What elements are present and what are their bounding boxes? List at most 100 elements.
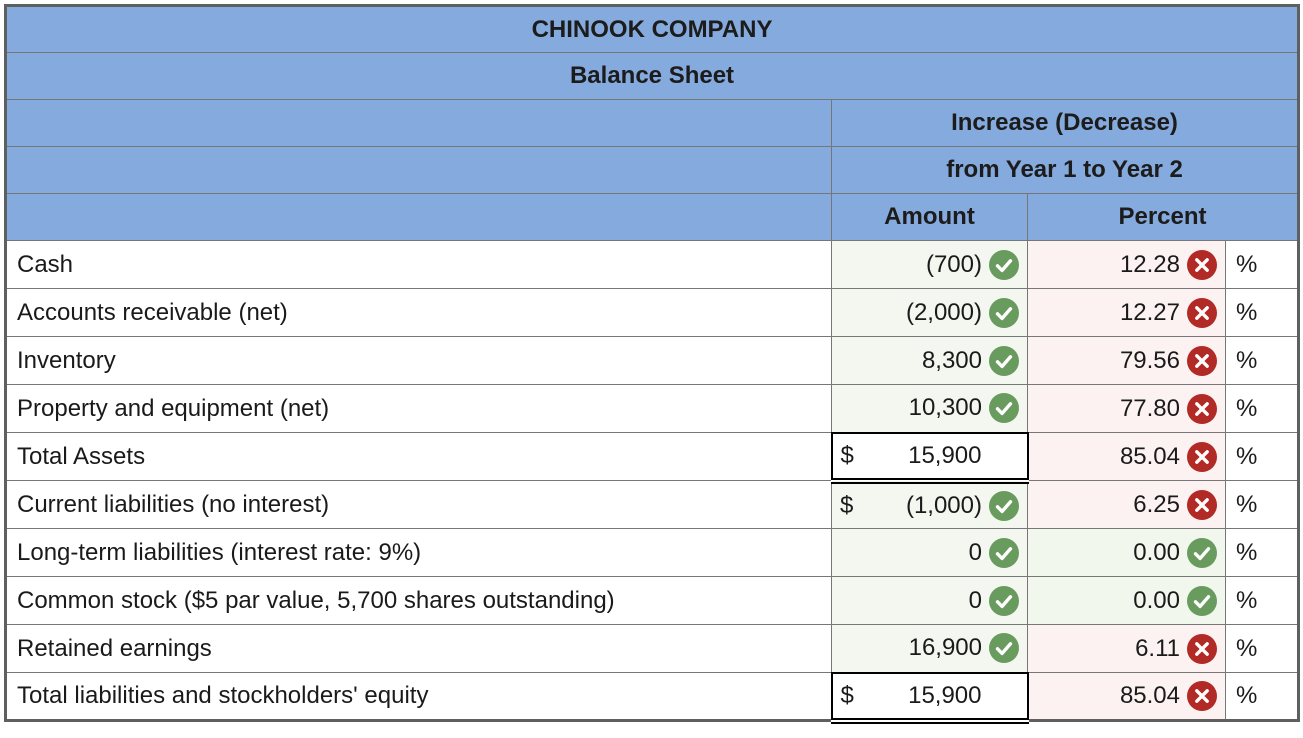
amount-value: 0 <box>968 586 982 614</box>
statement-title: Balance Sheet <box>4 52 1300 100</box>
percent-status-slot <box>1187 345 1217 376</box>
amount-cell[interactable]: 0 <box>831 576 1028 625</box>
x-icon <box>1187 681 1217 711</box>
percent-sign: % <box>1224 624 1300 673</box>
amount-value: 10,300 <box>908 394 982 422</box>
percent-value: 0.00 <box>1133 586 1180 614</box>
table-row: Total Assets $ 15,900 85.04 % <box>5 431 1300 484</box>
company-name: CHINOOK COMPANY <box>4 5 1300 53</box>
group-title: Increase (Decrease) <box>830 99 1300 147</box>
blank-header-cell <box>5 99 832 147</box>
amount-status-slot <box>989 633 1019 664</box>
statement-row: Balance Sheet <box>4 52 1300 100</box>
amount-cell[interactable]: (700) <box>831 240 1028 289</box>
x-icon <box>1187 249 1217 280</box>
percent-sign: % <box>1224 384 1300 433</box>
blank-header-cell <box>5 146 832 194</box>
amount-status-slot <box>989 249 1019 280</box>
check-icon <box>1187 585 1217 616</box>
row-label: Current liabilities (no interest) <box>5 480 832 529</box>
table-row: Current liabilities (no interest) $ (1,0… <box>5 480 1300 529</box>
x-icon <box>1187 489 1217 520</box>
percent-sign: % <box>1224 672 1300 721</box>
percent-cell[interactable]: 79.56 <box>1027 336 1226 385</box>
row-label: Accounts receivable (net) <box>5 288 832 337</box>
table-row: Accounts receivable (net) (2,000) 12.27 … <box>5 288 1300 337</box>
group-title-row: Increase (Decrease) <box>5 99 1300 147</box>
check-icon <box>989 249 1019 280</box>
percent-sign: % <box>1224 288 1300 337</box>
percent-sign: % <box>1224 240 1300 289</box>
percent-status-slot <box>1187 681 1217 711</box>
row-label: Common stock ($5 par value, 5,700 shares… <box>5 576 832 625</box>
x-icon <box>1187 633 1217 664</box>
row-label: Retained earnings <box>5 624 832 673</box>
check-icon <box>1187 537 1217 568</box>
check-icon <box>989 490 1019 521</box>
company-row: CHINOOK COMPANY <box>4 5 1300 53</box>
amount-column-header: Amount <box>831 193 1028 241</box>
percent-cell[interactable]: 77.80 <box>1027 384 1226 433</box>
amount-status-slot <box>989 441 1019 471</box>
percent-cell[interactable]: 6.25 <box>1027 480 1226 529</box>
amount-cell[interactable]: $ (1,000) <box>831 480 1028 529</box>
currency-symbol: $ <box>840 681 854 709</box>
percent-status-slot <box>1187 297 1217 328</box>
currency-symbol: $ <box>840 441 854 469</box>
table-row: Inventory 8,300 79.56 % <box>5 336 1300 385</box>
row-label: Total liabilities and stockholders' equi… <box>5 672 832 721</box>
percent-status-slot <box>1187 585 1217 616</box>
percent-status-slot <box>1187 441 1217 472</box>
percent-value: 79.56 <box>1119 346 1180 374</box>
percent-status-slot <box>1187 393 1217 424</box>
percent-sign: % <box>1224 528 1300 577</box>
percent-cell[interactable]: 12.27 <box>1027 288 1226 337</box>
percent-sign: % <box>1224 336 1300 385</box>
percent-cell[interactable]: 0.00 <box>1027 576 1226 625</box>
x-icon <box>1187 297 1217 328</box>
percent-sign: % <box>1224 432 1300 481</box>
percent-status-slot <box>1187 489 1217 520</box>
amount-value: 15,900 <box>908 441 982 469</box>
percent-status-slot <box>1187 537 1217 568</box>
percent-value: 6.11 <box>1135 634 1180 662</box>
percent-cell[interactable]: 85.04 <box>1027 432 1226 481</box>
amount-cell[interactable]: (2,000) <box>831 288 1028 337</box>
percent-sign: % <box>1224 480 1300 529</box>
amount-value: (1,000) <box>905 491 982 519</box>
amount-value: (2,000) <box>905 298 982 326</box>
percent-cell[interactable]: 6.11 <box>1027 624 1226 673</box>
x-icon <box>1187 345 1217 376</box>
check-icon <box>989 345 1019 376</box>
balance-sheet-table: CHINOOK COMPANY Balance Sheet Increase (… <box>4 4 1301 724</box>
amount-cell[interactable]: $ 15,900 <box>830 671 1029 724</box>
amount-cell[interactable]: 10,300 <box>831 384 1028 433</box>
percent-value: 85.04 <box>1119 442 1180 470</box>
amount-cell[interactable]: 0 <box>831 528 1028 577</box>
column-headers-row: Amount Percent <box>5 193 1300 241</box>
percent-cell[interactable]: 85.04 <box>1027 672 1226 721</box>
amount-value: 0 <box>968 538 982 566</box>
amount-value: (700) <box>925 250 982 278</box>
row-label: Inventory <box>5 336 832 385</box>
table-row: Common stock ($5 par value, 5,700 shares… <box>5 576 1300 625</box>
percent-cell[interactable]: 0.00 <box>1027 528 1226 577</box>
percent-cell[interactable]: 12.28 <box>1027 240 1226 289</box>
amount-status-slot <box>989 490 1019 521</box>
table-row: Long-term liabilities (interest rate: 9%… <box>5 528 1300 577</box>
x-icon <box>1187 441 1217 472</box>
percent-value: 0.00 <box>1133 538 1180 566</box>
amount-status-slot <box>989 537 1019 568</box>
group-subtitle: from Year 1 to Year 2 <box>830 146 1300 194</box>
amount-cell[interactable]: $ 15,900 <box>830 431 1029 484</box>
percent-value: 12.28 <box>1119 250 1180 278</box>
percent-value: 6.25 <box>1133 490 1180 518</box>
group-subtitle-row: from Year 1 to Year 2 <box>5 146 1300 194</box>
amount-value: 8,300 <box>921 346 982 374</box>
amount-cell[interactable]: 8,300 <box>831 336 1028 385</box>
blank-header-cell <box>5 193 832 241</box>
amount-cell[interactable]: 16,900 <box>831 624 1028 673</box>
row-label: Long-term liabilities (interest rate: 9%… <box>5 528 832 577</box>
amount-status-slot <box>989 681 1019 711</box>
currency-symbol: $ <box>840 491 854 519</box>
